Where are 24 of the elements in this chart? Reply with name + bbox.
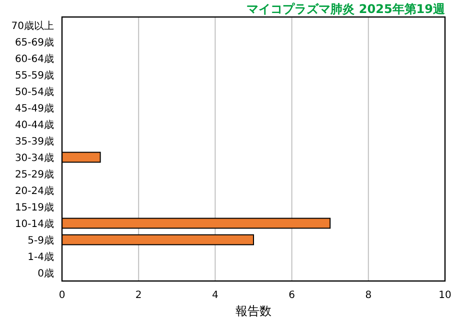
y-tick-label: 1-4歳 (28, 250, 54, 263)
y-tick-label: 20-24歳 (14, 184, 54, 197)
y-tick-label: 5-9歳 (28, 234, 54, 246)
y-tick-label: 55-59歳 (14, 69, 54, 82)
x-tick-label: 4 (212, 290, 218, 301)
y-tick-label: 25-29歳 (14, 168, 54, 180)
x-tick-label: 10 (438, 290, 452, 301)
x-tick-label: 2 (135, 290, 142, 301)
y-tick-label: 45-49歳 (14, 102, 54, 114)
y-tick-label: 65-69歳 (14, 36, 54, 48)
y-tick-label: 35-39歳 (14, 135, 54, 148)
x-tick-label: 6 (288, 290, 295, 301)
y-tick-label: 10-14歳 (14, 218, 54, 230)
y-tick-label: 15-19歳 (14, 201, 54, 214)
y-tick-label: 40-44歳 (14, 118, 54, 131)
y-tick-label: 70歳以上 (11, 20, 54, 32)
x-tick-label: 0 (58, 290, 66, 301)
y-tick-label: 50-54歳 (14, 86, 54, 98)
x-axis-title: 報告数 (236, 304, 272, 318)
y-tick-label: 30-34歳 (14, 152, 54, 164)
chart-title: マイコプラズマ肺炎 2025年第19週 (246, 2, 446, 16)
y-tick-label: 0歳 (38, 267, 54, 280)
y-tick-label: 60-64歳 (14, 52, 54, 65)
x-tick-label: 8 (365, 290, 372, 301)
